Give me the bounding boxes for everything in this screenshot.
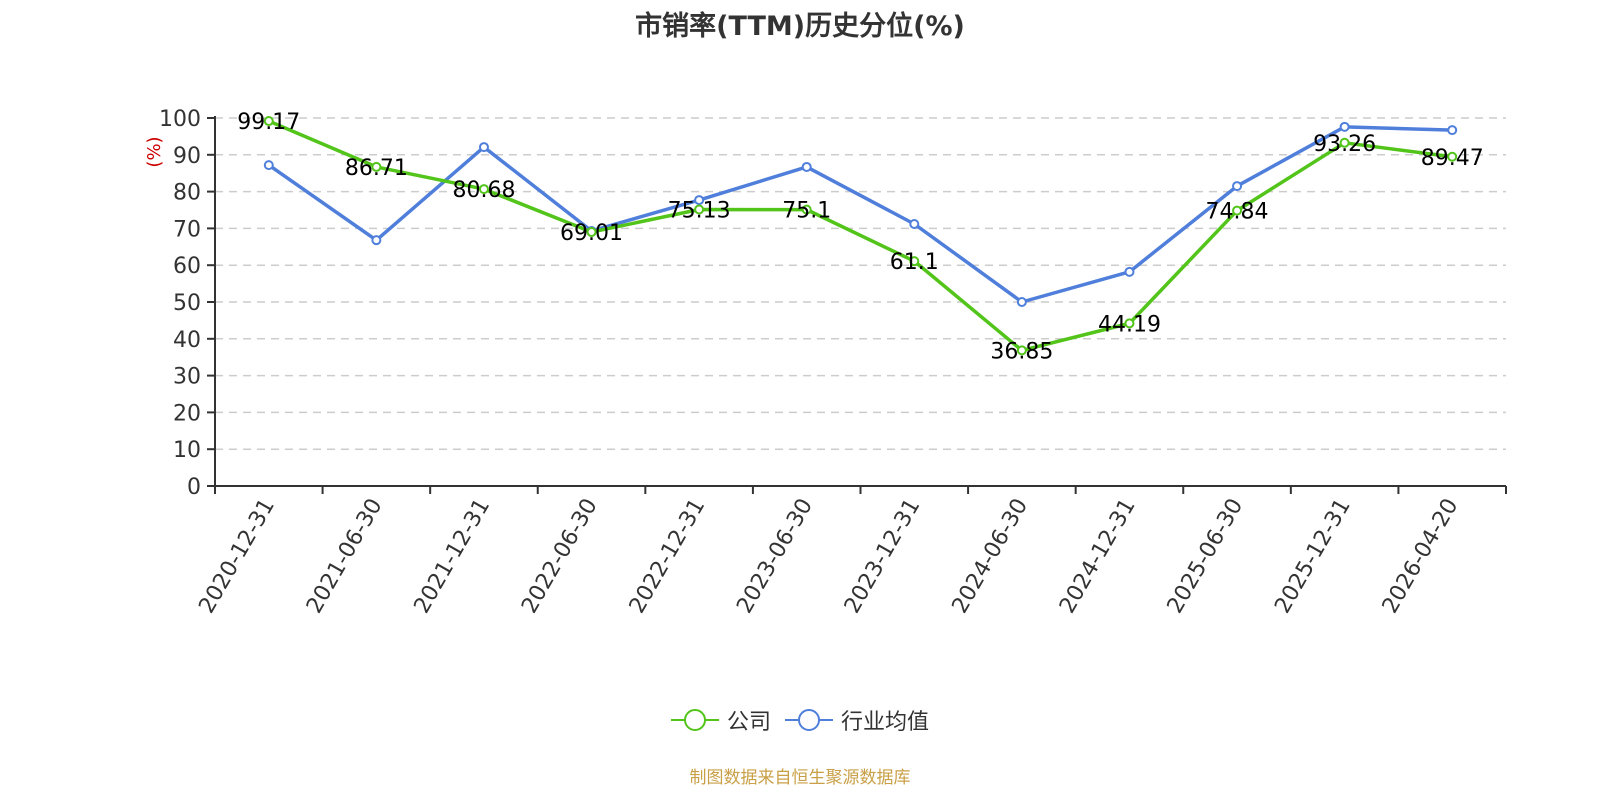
legend-item-industry-average[interactable]: 行业均值 [785, 704, 929, 736]
y-tick-label: 60 [173, 254, 201, 279]
data-point[interactable] [909, 256, 920, 267]
y-tick-label: 80 [173, 181, 201, 206]
data-point[interactable] [694, 204, 705, 215]
x-axis: 2020-12-31 2021-06-30 2021-12-31 2022-06-30… [194, 485, 1507, 618]
series-lines [263, 116, 1458, 356]
y-tick-label: 40 [173, 328, 201, 353]
data-point[interactable] [909, 218, 920, 229]
y-tick-label: 100 [159, 107, 201, 132]
data-point[interactable] [371, 235, 382, 246]
legend-label-company: 公司 [726, 710, 771, 735]
y-tick-label: 0 [187, 475, 201, 500]
data-point[interactable] [1016, 297, 1027, 307]
x-tick-label: 2021-12-31 [410, 495, 496, 618]
data-point[interactable] [1339, 137, 1350, 148]
legend-item-company[interactable]: 公司 [670, 704, 771, 736]
y-tick-label: 50 [173, 291, 201, 316]
x-tick-label: 2021-06-30 [302, 495, 388, 618]
data-point[interactable] [478, 142, 489, 153]
x-tick-label: 2025-12-31 [1270, 495, 1356, 618]
data-point[interactable] [1016, 345, 1027, 356]
data-point[interactable] [1447, 151, 1458, 162]
legend-line-circle-icon [785, 709, 833, 731]
data-point[interactable] [694, 195, 705, 206]
data-label: 61.1 [890, 250, 939, 275]
data-label: 75.13 [668, 199, 731, 224]
y-tick-label: 20 [173, 401, 201, 426]
data-point[interactable] [263, 160, 274, 171]
legend: 公司 行业均值 [0, 704, 1600, 736]
data-point[interactable] [801, 161, 812, 172]
data-label: 80.68 [452, 178, 515, 203]
data-point[interactable] [801, 204, 812, 215]
data-point[interactable] [586, 227, 597, 238]
data-point[interactable] [1124, 318, 1135, 329]
data-point[interactable] [1232, 205, 1243, 216]
y-tick-label: 30 [173, 365, 201, 390]
x-tick-label: 2025-06-30 [1163, 495, 1249, 618]
x-tick-label: 2022-06-30 [517, 495, 603, 618]
data-point[interactable] [263, 116, 274, 127]
data-point[interactable] [1124, 266, 1135, 277]
data-label: 36.85 [990, 339, 1053, 364]
x-tick-label: 2023-12-31 [840, 495, 926, 618]
data-label: 75.1 [782, 199, 831, 224]
data-point[interactable] [1339, 121, 1350, 132]
data-source-note: 制图数据来自恒生聚源数据库 [689, 768, 911, 788]
industry-average-line [267, 125, 1453, 304]
data-label: 89.47 [1421, 146, 1484, 171]
data-point[interactable] [1447, 125, 1458, 136]
data-label: 44.19 [1098, 312, 1161, 337]
data-label: 86.71 [345, 156, 408, 181]
x-tick-label: 2020-12-31 [194, 495, 280, 618]
data-label: 74.84 [1206, 200, 1269, 225]
data-point[interactable] [478, 184, 489, 195]
chart-title: 市销率(TTM)历史分位(%) [635, 11, 965, 42]
data-point[interactable] [1232, 181, 1243, 192]
x-tick-label: 2022-12-31 [625, 495, 711, 618]
x-tick-label: 2026-04-20 [1378, 495, 1464, 618]
data-point[interactable] [371, 161, 382, 172]
y-tick-label: 70 [173, 217, 201, 242]
company-line [268, 119, 1453, 353]
x-tick-label: 2023-06-30 [732, 495, 818, 618]
data-label: 99.17 [237, 110, 300, 135]
x-tick-label: 2024-12-31 [1055, 495, 1141, 618]
y-axis: 0 10 20 30 40 50 60 70 80 90 100 [159, 107, 216, 500]
x-tick-label: 2024-06-30 [947, 495, 1033, 618]
data-label: 93.26 [1313, 132, 1376, 157]
y-tick-label: 10 [173, 438, 201, 463]
legend-line-circle-icon [670, 709, 719, 731]
y-tick-label: 90 [173, 144, 201, 169]
y-axis-label: (%) [144, 136, 165, 167]
data-labels: 99.17 86.71 80.68 69.01 75.13 75.1 61.1 36.85 44… [237, 110, 1483, 364]
gridlines [215, 117, 1506, 450]
legend-label-industry-average: 行业均值 [841, 710, 930, 735]
data-label: 69.01 [560, 221, 623, 246]
